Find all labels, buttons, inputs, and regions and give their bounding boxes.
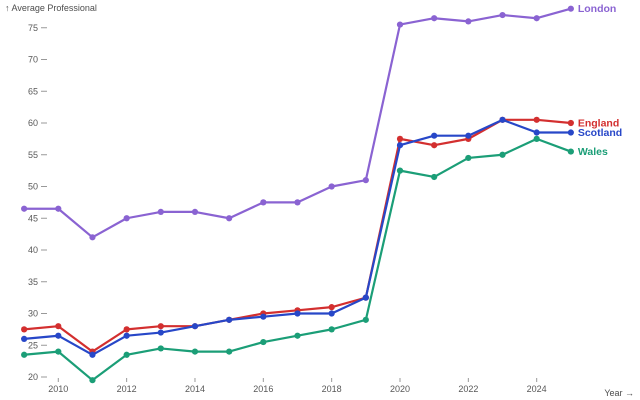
data-point-wales bbox=[260, 338, 267, 346]
data-point-wales bbox=[499, 151, 506, 158]
series-label-scotland: Scotland bbox=[578, 127, 622, 139]
data-point-scotland bbox=[328, 310, 335, 317]
y-tick-label: 40 bbox=[28, 245, 38, 255]
data-point-scotland bbox=[431, 132, 438, 139]
y-tick-label: 30 bbox=[28, 309, 38, 319]
data-point-england bbox=[157, 323, 164, 330]
y-tick-label: 25 bbox=[28, 340, 38, 350]
series-label-london: London bbox=[578, 3, 616, 15]
data-point-england bbox=[21, 326, 28, 333]
data-point-london bbox=[499, 11, 506, 19]
data-point-wales bbox=[533, 135, 540, 142]
data-point-wales bbox=[567, 148, 574, 155]
data-point-london bbox=[533, 15, 540, 22]
data-point-london bbox=[294, 199, 301, 206]
data-point-london bbox=[567, 5, 574, 12]
data-point-scotland bbox=[465, 132, 472, 139]
x-tick-label: 2012 bbox=[117, 384, 137, 394]
series-line-england bbox=[23, 118, 572, 353]
data-point-london bbox=[55, 205, 62, 212]
data-point-england bbox=[328, 304, 335, 311]
x-tick-label: 2020 bbox=[390, 384, 410, 394]
data-point-london bbox=[191, 208, 199, 215]
data-point-london bbox=[396, 21, 404, 28]
data-point-wales bbox=[226, 348, 233, 355]
x-axis-title: Year → bbox=[604, 388, 634, 398]
data-point-london bbox=[465, 18, 472, 25]
y-tick-label: 55 bbox=[28, 150, 38, 160]
y-tick-label: 75 bbox=[28, 23, 38, 33]
data-point-wales bbox=[157, 345, 164, 352]
data-point-england bbox=[55, 323, 62, 330]
y-tick-label: 20 bbox=[28, 372, 38, 382]
series-label-england: England bbox=[578, 118, 619, 130]
x-tick-label: 2016 bbox=[253, 384, 273, 394]
data-point-wales bbox=[396, 167, 404, 174]
data-point-scotland bbox=[567, 129, 574, 136]
data-point-london bbox=[431, 15, 438, 22]
data-point-scotland bbox=[362, 294, 369, 301]
data-point-scotland bbox=[396, 142, 404, 149]
data-point-scotland bbox=[294, 310, 301, 317]
data-point-scotland bbox=[157, 329, 164, 336]
data-point-london bbox=[260, 199, 267, 206]
data-point-wales bbox=[21, 351, 28, 358]
data-point-london bbox=[21, 205, 28, 212]
data-point-london bbox=[328, 183, 335, 190]
data-point-wales bbox=[362, 316, 369, 323]
data-point-england bbox=[431, 142, 438, 149]
x-tick-label: 2022 bbox=[458, 384, 478, 394]
data-point-scotland bbox=[533, 129, 540, 136]
data-point-wales bbox=[431, 173, 438, 181]
data-point-wales bbox=[328, 326, 335, 333]
data-point-scotland bbox=[226, 316, 233, 323]
data-point-wales bbox=[191, 348, 199, 355]
data-point-england bbox=[396, 135, 404, 142]
x-tick-label: 2018 bbox=[322, 384, 342, 394]
y-tick-label: 35 bbox=[28, 277, 38, 287]
y-tick-label: 50 bbox=[28, 182, 38, 192]
data-point-wales bbox=[465, 154, 472, 162]
data-point-england bbox=[533, 116, 540, 123]
x-tick-label: 2014 bbox=[185, 384, 205, 394]
y-tick-label: 45 bbox=[28, 213, 38, 223]
data-point-scotland bbox=[21, 335, 28, 342]
data-point-wales bbox=[89, 377, 96, 384]
data-point-scotland bbox=[123, 332, 130, 339]
data-point-london bbox=[362, 177, 369, 184]
data-point-scotland bbox=[499, 116, 506, 123]
data-point-wales bbox=[123, 351, 130, 358]
data-point-london bbox=[123, 215, 130, 222]
series-label-wales: Wales bbox=[578, 146, 608, 158]
data-point-wales bbox=[294, 332, 301, 339]
y-axis-title: ↑ Average Professional bbox=[5, 3, 97, 13]
data-point-wales bbox=[55, 348, 62, 355]
y-tick-label: 60 bbox=[28, 118, 38, 128]
data-point-england bbox=[123, 326, 130, 333]
x-tick-label: 2024 bbox=[527, 384, 547, 394]
data-point-scotland bbox=[191, 323, 199, 330]
data-point-london bbox=[226, 215, 233, 222]
data-point-scotland bbox=[55, 332, 62, 339]
data-point-england bbox=[567, 119, 574, 127]
data-point-scotland bbox=[260, 313, 267, 320]
x-tick-label: 2010 bbox=[48, 384, 68, 394]
data-point-scotland bbox=[89, 351, 96, 358]
data-point-london bbox=[89, 234, 96, 241]
y-tick-label: 65 bbox=[28, 86, 38, 96]
y-tick-label: 70 bbox=[28, 55, 38, 65]
data-point-london bbox=[157, 208, 164, 215]
